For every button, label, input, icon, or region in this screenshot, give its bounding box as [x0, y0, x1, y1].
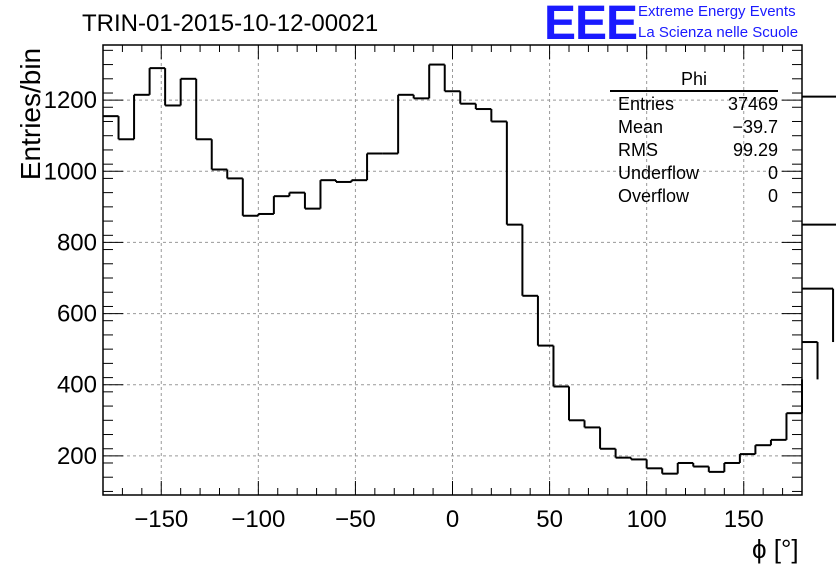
x-tick-label: 0 — [446, 506, 459, 533]
logo-line-2: La Scienza nelle Scuole — [638, 24, 799, 41]
chart-title: TRIN-01-2015-10-12-00021 — [82, 10, 379, 37]
x-axis-label: ϕ [°] — [752, 534, 799, 564]
y-axis-label: Entries/bin — [15, 47, 46, 181]
stats-value: 37469 — [727, 94, 778, 114]
x-tick-label: 100 — [627, 506, 667, 533]
stats-name: Phi — [610, 68, 778, 92]
x-tick-label: −100 — [231, 506, 285, 533]
tick-labels: −150 −100 −50 0 50 100 150 200 400 600 800 1000 1200 — [44, 87, 764, 533]
x-tick-label: 150 — [724, 506, 764, 533]
stats-label: Overflow — [618, 186, 690, 206]
stats-row-mean: Mean −39.7 — [610, 116, 778, 139]
x-tick-label: 50 — [536, 506, 563, 533]
stats-box: Phi Entries 37469 Mean −39.7 RMS 99.29 U… — [610, 68, 778, 208]
plot-frame — [102, 44, 803, 496]
x-tick-label: −50 — [335, 506, 376, 533]
y-tick-label: 1200 — [44, 87, 97, 114]
histogram-bars — [103, 63, 836, 475]
stats-row-entries: Entries 37469 — [610, 93, 778, 116]
stats-value: 99.29 — [732, 140, 778, 160]
logo-line-1: Extreme Energy Events — [638, 3, 796, 20]
y-tick-label: 400 — [57, 372, 97, 399]
stats-value: 0 — [767, 186, 778, 206]
y-tick-label: 1000 — [44, 158, 97, 185]
y-tick-label: 600 — [57, 301, 97, 328]
stats-label: Mean — [618, 117, 664, 137]
y-tick-label: 200 — [57, 443, 97, 470]
stats-value: −39.7 — [732, 117, 778, 137]
axis-ticks — [102, 45, 803, 495]
stats-label: Entries — [618, 94, 675, 114]
x-tick-label: −150 — [134, 506, 188, 533]
stats-row-overflow: Overflow 0 — [610, 185, 778, 208]
stats-row-underflow: Underflow 0 — [610, 162, 778, 185]
stats-value: 0 — [767, 163, 778, 183]
y-tick-label: 800 — [57, 229, 97, 256]
grid-lines — [103, 45, 802, 495]
eee-logo: EEE — [544, 0, 638, 50]
stats-row-rms: RMS 99.29 — [610, 139, 778, 162]
stats-label: Underflow — [618, 163, 700, 183]
stats-label: RMS — [618, 140, 658, 160]
